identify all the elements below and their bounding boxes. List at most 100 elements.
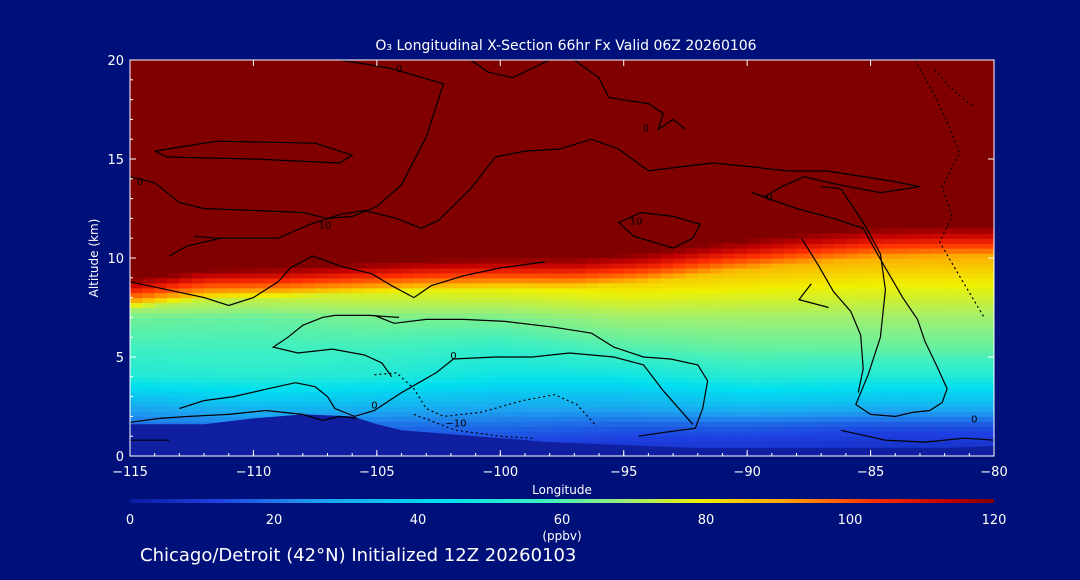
heatmap-cell [907, 287, 921, 294]
heatmap-cell [697, 327, 711, 333]
heatmap-cell [426, 307, 440, 314]
heatmap-cell [253, 307, 267, 314]
heatmap-cell [623, 267, 637, 274]
heatmap-cell [697, 416, 711, 422]
heatmap-cell [759, 342, 773, 348]
heatmap-cell [401, 307, 415, 314]
heatmap-cell [808, 317, 822, 323]
heatmap-cell [450, 292, 464, 299]
heatmap-cell [636, 327, 649, 333]
y-tick-label: 20 [107, 54, 124, 69]
heatmap-cell [512, 302, 526, 309]
heatmap-cell [710, 342, 723, 348]
heatmap-cell [808, 406, 822, 412]
heatmap-cell [882, 436, 896, 442]
heatmap-cell [450, 297, 464, 304]
heatmap-cell [821, 386, 835, 393]
heatmap-cell [648, 312, 662, 318]
x-tick-label: −105 [359, 465, 395, 480]
heatmap-cell [734, 317, 748, 323]
heatmap-cell [463, 277, 477, 284]
heatmap-cell [599, 431, 612, 437]
heatmap-cell [796, 426, 810, 432]
heatmap-cell [463, 312, 477, 318]
heatmap-cell [179, 342, 193, 348]
heatmap-cell [648, 361, 662, 368]
ozone-contours [130, 60, 994, 443]
heatmap-cell [525, 342, 538, 348]
heatmap-cell [130, 361, 143, 368]
heatmap-cell [525, 297, 538, 304]
heatmap-cell [339, 282, 353, 289]
heatmap-cell [685, 436, 699, 442]
heatmap-cell [919, 317, 933, 323]
heatmap-cell [685, 401, 699, 408]
heatmap-cell [562, 376, 575, 383]
heatmap-cell [130, 327, 143, 333]
heatmap-cell [784, 386, 798, 393]
heatmap-cell [265, 396, 279, 403]
heatmap-cell [660, 287, 674, 294]
heatmap-cell [697, 391, 711, 398]
heatmap-cell [611, 292, 625, 299]
heatmap-cell [204, 357, 217, 363]
heatmap-cell [204, 406, 217, 412]
heatmap-cell [981, 416, 994, 422]
heatmap-cell [932, 312, 946, 318]
heatmap-cell [611, 386, 625, 393]
heatmap-cell [981, 332, 994, 338]
heatmap-cell [611, 322, 625, 328]
heatmap-cell [858, 243, 872, 249]
heatmap-cell [339, 302, 353, 309]
heatmap-cell [784, 426, 798, 432]
heatmap-cell [154, 416, 168, 422]
heatmap-cell [870, 332, 884, 338]
heatmap-cell [487, 263, 501, 269]
heatmap-cell [808, 361, 822, 368]
heatmap-cell [204, 381, 217, 388]
heatmap-cell [216, 361, 230, 368]
heatmap-cell [623, 342, 637, 348]
heatmap-cell [315, 317, 328, 323]
heatmap-cell [154, 421, 168, 427]
heatmap-cell [636, 307, 649, 314]
heatmap-cell [265, 302, 279, 309]
heatmap-cell [821, 342, 835, 348]
heatmap-cell [450, 426, 464, 432]
heatmap-cell [401, 376, 415, 383]
heatmap-cell [574, 416, 588, 422]
heatmap-cell [154, 381, 168, 388]
heatmap-cell [475, 332, 489, 338]
heatmap-cell [241, 267, 254, 274]
heatmap-cell [413, 267, 427, 274]
heatmap-cell [586, 282, 600, 289]
heatmap-cell [722, 248, 736, 254]
heatmap-cell [858, 337, 872, 343]
heatmap-cell [525, 421, 538, 427]
heatmap-cell [845, 263, 859, 269]
heatmap-cell [413, 277, 427, 284]
heatmap-cell [784, 272, 798, 279]
heatmap-cell [228, 337, 242, 343]
heatmap-cell [845, 347, 859, 353]
heatmap-cell [315, 302, 328, 309]
heatmap-cell [278, 357, 291, 363]
heatmap-cell [969, 307, 983, 314]
heatmap-cell [438, 332, 452, 338]
heatmap-cell [932, 272, 946, 279]
heatmap-cell [216, 332, 230, 338]
heatmap-cell [808, 381, 822, 388]
heatmap-cell [697, 431, 711, 437]
heatmap-cell [438, 258, 452, 264]
heatmap-cell [525, 282, 538, 289]
heatmap-cell [808, 238, 822, 244]
heatmap-cell [364, 277, 378, 284]
heatmap-cell [771, 416, 785, 422]
heatmap-cell [537, 426, 551, 432]
heatmap-cell [722, 366, 736, 373]
heatmap-cell [241, 361, 254, 368]
heatmap-cell [808, 347, 822, 353]
heatmap-cell [599, 396, 612, 403]
heatmap-cell [179, 416, 193, 422]
heatmap-cell [438, 307, 452, 314]
